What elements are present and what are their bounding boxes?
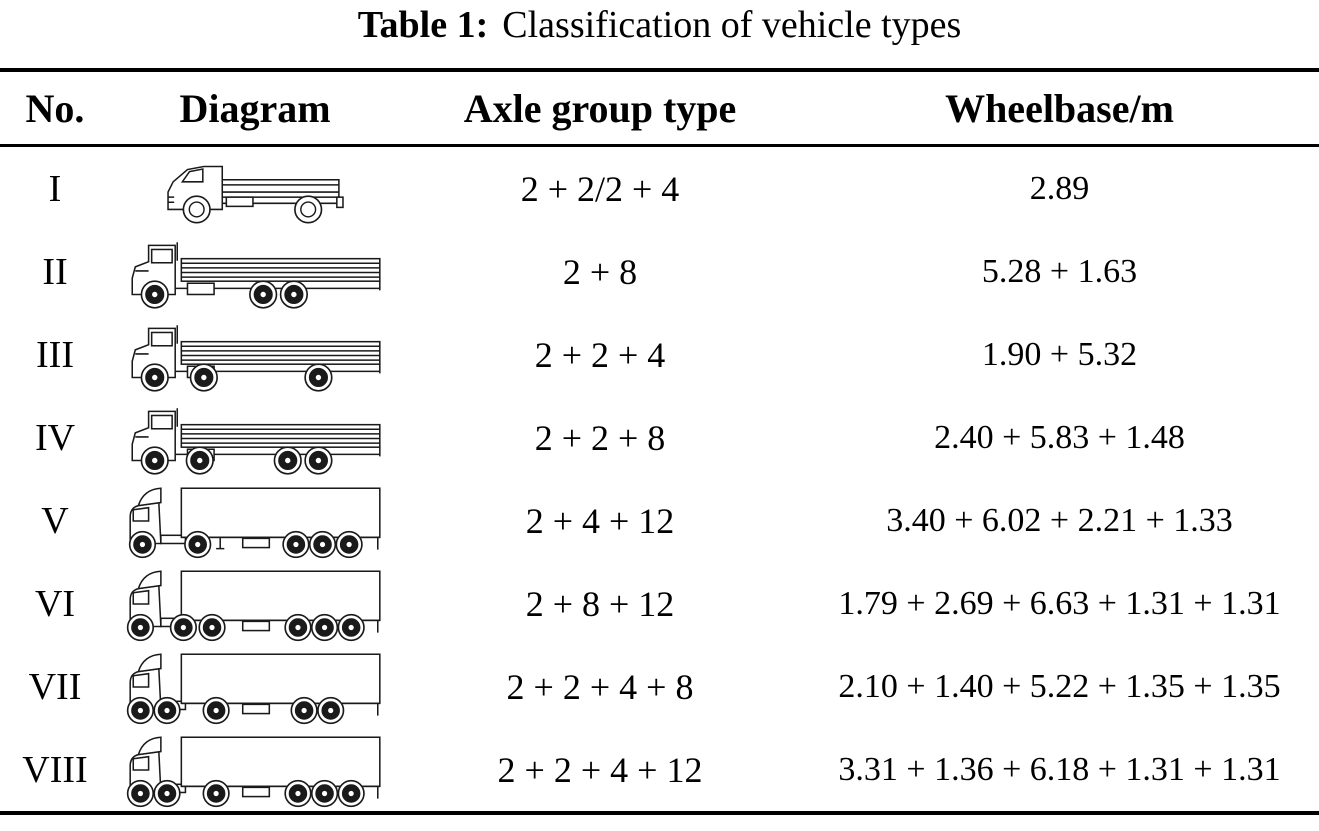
wheelbase-value: 5.28 + 1.63 <box>981 252 1138 290</box>
column-header-no: No. <box>25 85 85 131</box>
vehicle-number: IV <box>34 416 76 459</box>
table-row: VI 2 + 8 + 12 1.79 + 2.69 + 6.63 + 1.31 … <box>0 562 1319 645</box>
table-header-row: No. Diagram Axle group type Wheelbase/m <box>0 72 1319 144</box>
table-row: V 2 + 4 + 12 3.40 + 6.02 + 2.21 + 1.33 <box>0 479 1319 562</box>
table-header-rule <box>0 144 1319 147</box>
vehicle-diagram-cell <box>110 396 400 479</box>
column-header-axle-group-type: Axle group type <box>463 85 737 131</box>
table-top-rule <box>0 68 1319 72</box>
vehicle-diagram-cell <box>110 313 400 396</box>
axle-group-type-value: 2 + 4 + 12 <box>525 500 675 541</box>
vehicle-diagram-cell <box>110 147 400 230</box>
wheelbase-value: 1.79 + 2.69 + 6.63 + 1.31 + 1.31 <box>838 584 1281 622</box>
wheelbase-value: 2.89 <box>1029 169 1090 207</box>
vehicle-diagram-cell <box>110 479 400 562</box>
flatbed-truck-three-axle-diagram <box>131 325 381 392</box>
table-bottom-rule <box>0 811 1319 815</box>
vehicle-number: VI <box>34 582 76 625</box>
vehicle-number: VIII <box>22 748 88 791</box>
column-header-wheelbase: Wheelbase/m <box>945 85 1174 131</box>
axle-group-type-value: 2 + 8 <box>562 251 638 292</box>
vehicle-number: VII <box>28 665 82 708</box>
flatbed-truck-three-axle-diagram <box>131 242 381 309</box>
wheelbase-value: 1.90 + 5.32 <box>981 335 1138 373</box>
vehicle-number: I <box>48 167 62 210</box>
table-caption: Table 1: Classification of vehicle types <box>0 0 1319 48</box>
wheelbase-value: 2.10 + 1.40 + 5.22 + 1.35 + 1.35 <box>838 667 1281 705</box>
vehicle-diagram-cell <box>110 645 400 728</box>
table-row: VIII 2 + 2 + 4 + 12 3.31 + 1.36 + 6.18 +… <box>0 728 1319 811</box>
vehicle-number: II <box>42 250 68 293</box>
table-row: VII 2 + 2 + 4 + 8 2.10 + 1.40 + 5.22 + 1… <box>0 645 1319 728</box>
table-row: I 2 + 2/2 + 4 2.89 <box>0 147 1319 230</box>
vehicle-diagram-cell <box>110 562 400 645</box>
axle-group-type-value: 2 + 2/2 + 4 <box>520 168 680 209</box>
table-row: III 2 + 2 + 4 1.90 + 5.32 <box>0 313 1319 396</box>
axle-group-type-value: 2 + 2 + 4 + 12 <box>497 749 703 790</box>
table-body: I 2 + 2/2 + 4 2.89 II 2 + 8 5.28 + 1.63 … <box>0 147 1319 811</box>
vehicle-number: V <box>41 499 69 542</box>
axle-group-type-value: 2 + 2 + 4 <box>534 334 666 375</box>
table-row: IV 2 + 2 + 8 2.40 + 5.83 + 1.48 <box>0 396 1319 479</box>
column-header-diagram: Diagram <box>179 85 331 131</box>
wheelbase-value: 2.40 + 5.83 + 1.48 <box>934 418 1185 456</box>
axle-group-type-value: 2 + 2 + 4 + 8 <box>506 666 694 707</box>
wheelbase-value: 3.31 + 1.36 + 6.18 + 1.31 + 1.31 <box>838 750 1281 788</box>
semi-trailer-truck-five-axle-diagram <box>128 487 381 559</box>
table-caption-text: Classification of vehicle types <box>502 4 962 46</box>
table-caption-label: Table 1: <box>357 4 489 46</box>
vehicle-diagram-cell <box>110 230 400 313</box>
semi-trailer-truck-six-axle-diagram <box>126 736 381 808</box>
wheelbase-value: 3.40 + 6.02 + 2.21 + 1.33 <box>886 501 1233 539</box>
vehicle-number: III <box>36 333 74 376</box>
semi-trailer-truck-six-axle-diagram <box>126 570 381 642</box>
flatbed-truck-four-axle-diagram <box>131 408 381 475</box>
light-truck-two-axle-diagram <box>167 165 344 224</box>
vehicle-diagram-cell <box>110 728 400 811</box>
table-row: II 2 + 8 5.28 + 1.63 <box>0 230 1319 313</box>
axle-group-type-value: 2 + 2 + 8 <box>534 417 666 458</box>
semi-trailer-truck-five-axle-diagram <box>126 653 381 725</box>
axle-group-type-value: 2 + 8 + 12 <box>525 583 675 624</box>
